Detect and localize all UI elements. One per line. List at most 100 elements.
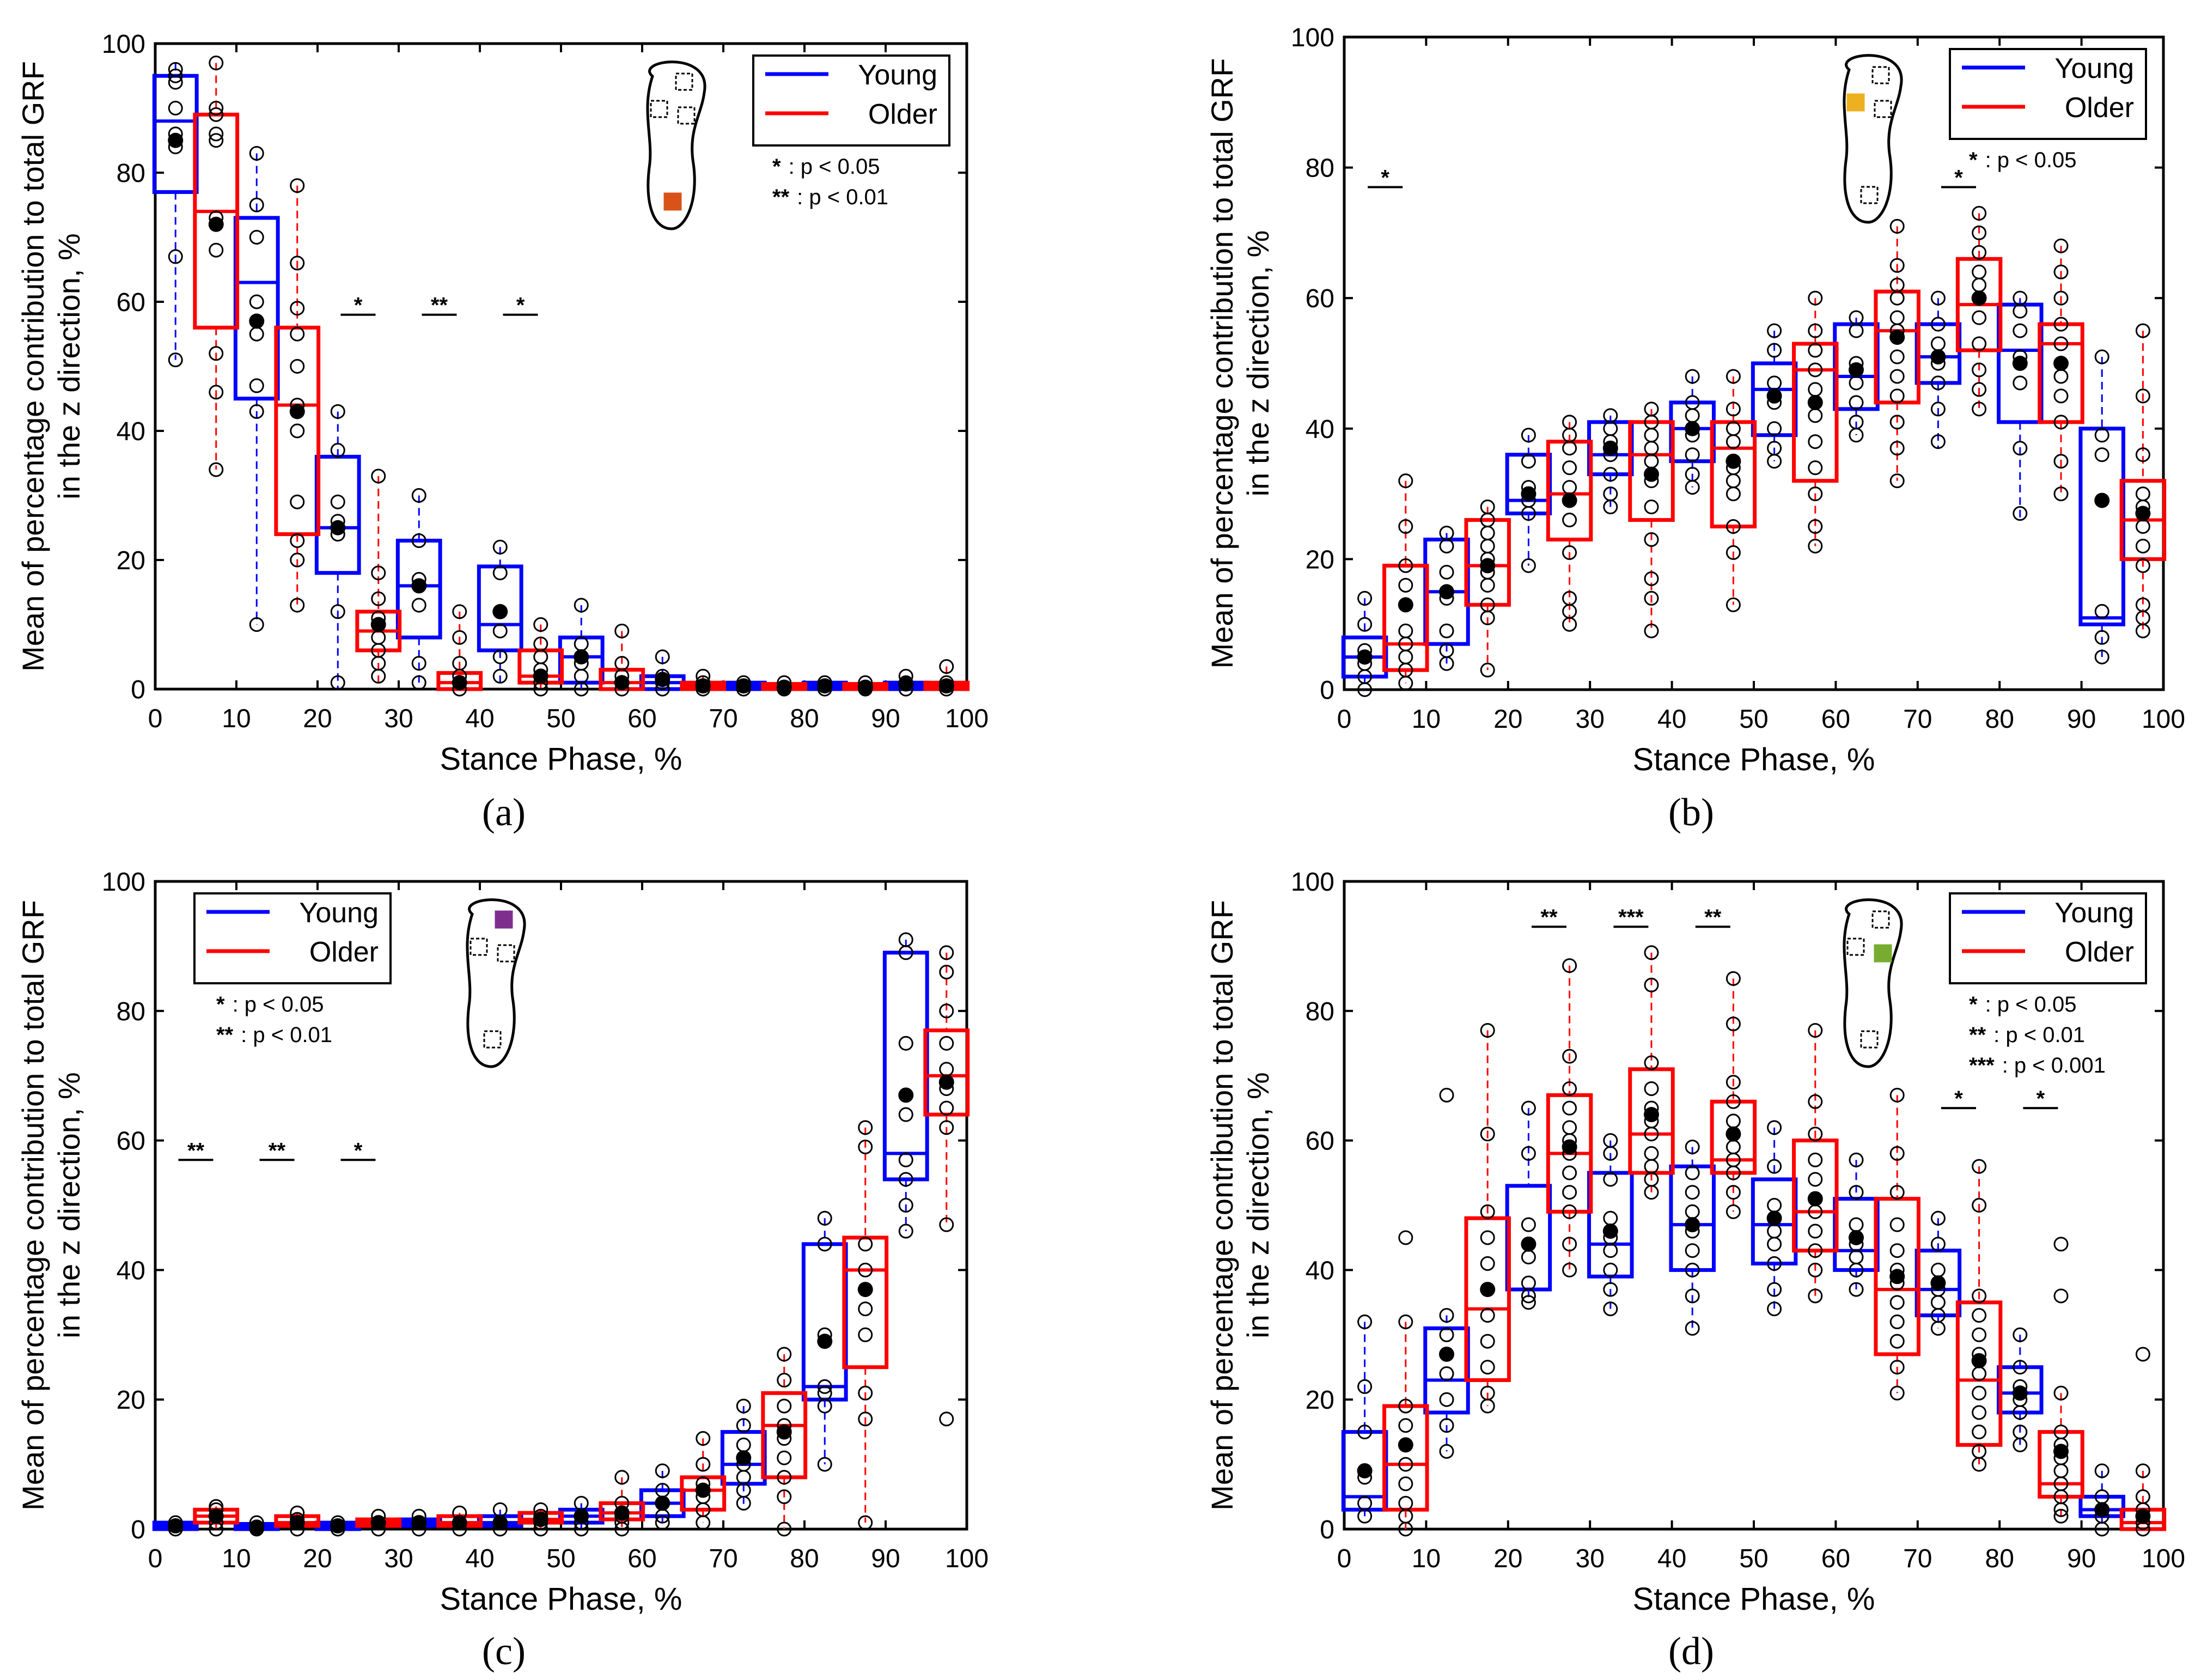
y-tick-label: 20 (1306, 545, 1334, 574)
data-point (1685, 1139, 1700, 1154)
data-point (1521, 506, 1536, 521)
panel-caption: (c) (482, 1629, 526, 1673)
data-point (1808, 408, 1823, 423)
data-point (1849, 395, 1864, 410)
data-point (939, 1411, 954, 1427)
panel-caption: (d) (1668, 1629, 1714, 1673)
data-point (777, 1373, 792, 1388)
data-point (1930, 401, 1946, 417)
data-point (1849, 1282, 1864, 1297)
data-point (1725, 1204, 1741, 1219)
x-tick-label: 50 (1739, 1544, 1768, 1573)
data-point (492, 649, 508, 665)
mean-marker (1725, 1126, 1741, 1142)
foot-outline (646, 60, 706, 230)
data-point (2053, 290, 2069, 306)
data-point (1930, 1295, 1946, 1310)
data-point (1930, 1210, 1946, 1226)
data-point (492, 539, 508, 555)
data-point (1725, 971, 1741, 986)
data-point (1767, 1120, 1782, 1135)
sensor-heel (663, 192, 682, 211)
chart-panel-a: 0 10 20 30 40 50 60 70 80 90 100 0 20 40 60 80 100 Stance… (16, 30, 989, 834)
data-point (1521, 1100, 1536, 1116)
data-point (939, 1003, 954, 1019)
y-tick-label: 60 (117, 1127, 145, 1156)
data-point (1767, 454, 1782, 469)
chart-panel-d: 0 10 20 30 40 50 60 70 80 90 100 0 20 40 60 80 100 Stance… (1205, 868, 2185, 1673)
x-tick-label: 0 (148, 704, 163, 733)
data-point (1439, 1327, 1454, 1342)
data-point (249, 294, 264, 309)
data-point (1480, 1334, 1495, 1349)
data-point (1972, 1198, 1987, 1213)
data-point (1685, 480, 1700, 495)
data-point (2135, 558, 2150, 573)
data-point (1972, 362, 1987, 378)
data-point (1480, 577, 1495, 593)
legend-label-young: Young (2054, 897, 2134, 929)
data-point (817, 1379, 832, 1394)
data-point (1849, 375, 1864, 391)
data-point (1398, 577, 1413, 593)
box (1710, 1099, 1757, 1175)
mean-marker (2012, 356, 2028, 371)
x-tick-label: 10 (222, 1544, 251, 1573)
x-tick-label: 60 (627, 704, 656, 733)
data-point (777, 1347, 792, 1362)
y-tick-label: 80 (1306, 154, 1334, 183)
data-point (452, 630, 467, 645)
chart-panel-c: 0 10 20 30 40 50 60 70 80 90 100 0 20 40 60 80 100 Stance… (16, 868, 989, 1673)
data-point (1521, 1146, 1536, 1161)
sensor-hallux (675, 72, 693, 91)
mean-marker (574, 1508, 589, 1524)
data-point (1398, 1521, 1413, 1537)
data-point (2053, 238, 2069, 253)
data-point (1972, 1425, 1987, 1440)
mean-marker (1439, 584, 1454, 600)
y-axis-label: Mean of percentage contribution to total… (1205, 900, 1275, 1511)
data-point (1930, 316, 1946, 332)
mean-marker (776, 1424, 792, 1440)
data-point (1889, 1217, 1905, 1232)
data-point (1889, 473, 1905, 489)
mean-marker (817, 678, 833, 694)
data-point (1439, 1308, 1454, 1323)
data-point (2094, 1463, 2109, 1478)
mean-marker (695, 678, 711, 694)
data-point (1725, 369, 1741, 384)
data-point (1480, 1230, 1495, 1245)
data-point (1480, 1204, 1495, 1219)
data-point (1889, 218, 1905, 234)
mean-marker (411, 1515, 427, 1531)
sensor-hallux (495, 910, 513, 929)
data-point (1930, 434, 1946, 449)
data-point (452, 604, 467, 619)
mean-marker (2012, 1385, 2028, 1401)
data-point (2135, 388, 2150, 404)
sensor-hallux (1871, 910, 1890, 929)
box (1792, 342, 1839, 483)
y-tick-label: 40 (117, 417, 145, 446)
mean-marker (1849, 362, 1864, 378)
data-point (1725, 434, 1741, 449)
data-point (1644, 623, 1659, 638)
data-point (290, 533, 305, 548)
x-tick-label: 90 (871, 1544, 900, 1573)
data-point (1398, 623, 1413, 638)
data-point (249, 145, 264, 161)
y-tick-label: 60 (1306, 1127, 1334, 1156)
mean-marker (655, 1495, 670, 1511)
sensor-medial-forefoot (1874, 944, 1892, 963)
data-point (2013, 323, 2028, 338)
data-point (1644, 977, 1659, 993)
data-point (1644, 1127, 1659, 1142)
data-point (1357, 1314, 1373, 1330)
data-point (1808, 343, 1823, 358)
significance-stars: ** (431, 294, 448, 318)
data-point (1603, 1282, 1618, 1297)
data-point (1725, 597, 1741, 612)
data-point (1398, 1398, 1413, 1414)
data-point (1972, 1159, 1987, 1174)
series-young (1341, 290, 2125, 697)
